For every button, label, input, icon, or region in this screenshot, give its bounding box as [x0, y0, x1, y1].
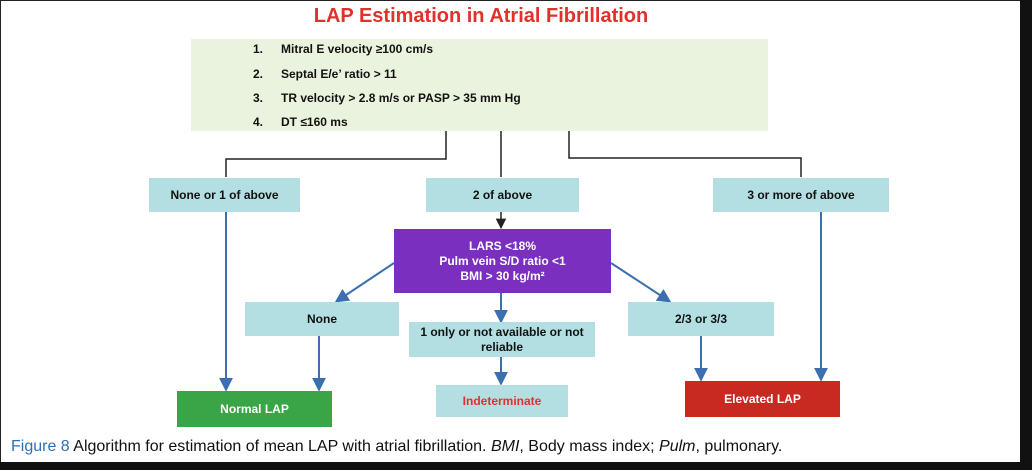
criterion-text: Mitral E velocity ≥100 cm/s: [281, 42, 433, 56]
secondary-criterion-bmi: BMI > 30 kg/m²: [460, 268, 545, 283]
result-elevated-lap: Elevated LAP: [685, 381, 840, 417]
outcome-two-three: 2/3 or 3/3: [628, 302, 774, 336]
branch-two: 2 of above: [426, 178, 579, 212]
frame-shadow-bottom: [0, 462, 1032, 470]
figure-panel: LAP Estimation in Atrial Fibrillation 1.…: [0, 0, 1022, 464]
branch-none-or-one: None or 1 of above: [149, 178, 300, 212]
criterion-number: 3.: [253, 91, 264, 105]
outcome-one-only: 1 only or not available or not reliable: [409, 322, 595, 357]
arrow-secondary-to-none: [334, 262, 395, 303]
criterion-number: 1.: [253, 42, 264, 56]
criterion-1: 1. Mitral E velocity ≥100 cm/s: [253, 42, 433, 56]
connector-left: [225, 131, 447, 177]
caption-text-2: , Body mass index;: [519, 438, 660, 455]
figure-label: Figure 8: [11, 438, 70, 455]
arrow-secondary-to-two-three: [610, 262, 672, 303]
secondary-criteria-box: LARS <18% Pulm vein S/D ratio <1 BMI > 3…: [394, 229, 611, 293]
criterion-number: 2.: [253, 67, 264, 81]
caption-abbr-pulm: Pulm: [659, 438, 696, 455]
caption-abbr-bmi: BMI: [490, 438, 520, 455]
caption-text-3: , pulmonary.: [695, 438, 783, 455]
criterion-number: 4.: [253, 115, 264, 129]
criterion-text: DT ≤160 ms: [281, 115, 348, 129]
figure-caption: Figure 8 Algorithm for estimation of mea…: [11, 438, 782, 456]
criteria-box: 1. Mitral E velocity ≥100 cm/s 2. Septal E…: [191, 39, 768, 131]
criterion-text: Septal E/e’ ratio > 11: [281, 67, 397, 81]
criterion-text: TR velocity > 2.8 m/s or PASP > 35 mm Hg: [281, 91, 521, 105]
caption-text-1: Algorithm for estimation of mean LAP wit…: [69, 438, 491, 455]
branch-three-or-more: 3 or more of above: [713, 178, 889, 212]
criterion-3: 3. TR velocity > 2.8 m/s or PASP > 35 mm …: [253, 91, 521, 105]
result-normal-lap: Normal LAP: [177, 391, 332, 427]
criterion-2: 2. Septal E/e’ ratio > 11: [253, 67, 397, 81]
connector-right: [568, 131, 802, 177]
secondary-criterion-lars: LARS <18%: [468, 238, 537, 253]
connector-arrows: [219, 131, 828, 392]
secondary-criterion-pulm-vein: Pulm vein S/D ratio <1: [439, 253, 566, 268]
outcome-none: None: [245, 302, 399, 336]
result-indeterminate: Indeterminate: [436, 385, 568, 417]
diagram-title: LAP Estimation in Atrial Fibrillation: [313, 5, 649, 27]
frame-shadow-right: [1020, 0, 1032, 470]
criterion-4: 4. DT ≤160 ms: [253, 115, 348, 129]
